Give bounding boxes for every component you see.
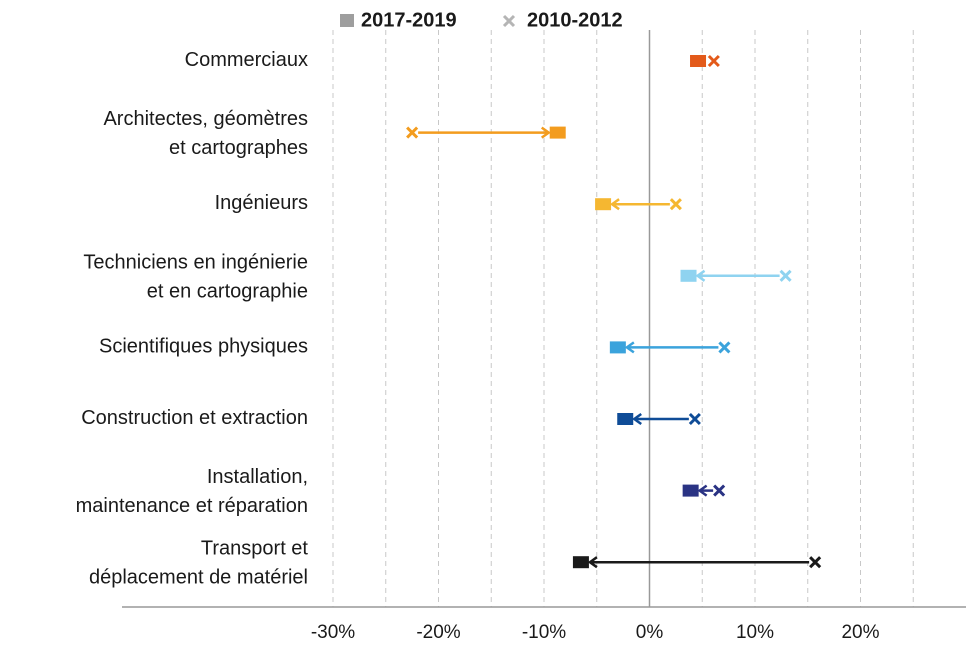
- marker-2017-2019: [682, 484, 699, 497]
- category-line: maintenance et réparation: [76, 495, 308, 517]
- category-line: Transport et: [201, 538, 309, 560]
- marker-2010-2012: [669, 198, 682, 211]
- category-line: déplacement de matériel: [89, 567, 308, 589]
- x-tick-label: -20%: [416, 622, 460, 643]
- marker-2017-2019: [572, 556, 589, 569]
- change-arrow: [418, 126, 551, 139]
- marker-2017-2019: [595, 198, 612, 211]
- legend-x: [502, 14, 516, 28]
- category-label: Ingénieurs: [215, 192, 308, 214]
- category-line: et en cartographie: [147, 281, 308, 303]
- arrow-head: [697, 484, 708, 497]
- arrow-head: [587, 556, 598, 569]
- category-line: Architectes, géomètres: [103, 108, 308, 130]
- marker-2010-2012: [707, 54, 720, 68]
- x-tick-label: 20%: [841, 622, 879, 643]
- category-label: Construction et extraction: [81, 407, 308, 429]
- legend-label: 2017-2019: [361, 9, 457, 31]
- arrow-head: [609, 198, 620, 211]
- change-arrow: [609, 198, 670, 211]
- marker-2010-2012: [718, 341, 731, 354]
- category-line: Scientifiques physiques: [99, 336, 308, 358]
- category-label: Installation, maintenance et réparation: [76, 466, 308, 517]
- legend-label: 2010-2012: [527, 9, 623, 31]
- marker-2010-2012: [809, 556, 822, 569]
- legend-swatch: [502, 14, 516, 28]
- change-arrow: [624, 341, 719, 354]
- marker-2010-2012: [688, 412, 701, 426]
- change-arrow: [695, 269, 780, 282]
- arrow-head: [695, 269, 706, 282]
- category-line: et cartographes: [169, 137, 308, 159]
- arrow-head: [624, 341, 635, 354]
- marker-2017-2019: [680, 269, 697, 282]
- change-arrow: [587, 556, 810, 569]
- marker-2017-2019: [549, 126, 566, 139]
- change-arrow: [632, 412, 689, 426]
- category-label: Techniciens en ingénierie et en cartograp…: [83, 252, 308, 303]
- arrow-head: [540, 126, 551, 139]
- legend-swatch: [340, 14, 354, 27]
- arrow-head: [632, 412, 642, 426]
- category-line: Ingénieurs: [215, 192, 308, 214]
- marker-2010-2012: [406, 126, 419, 139]
- category-line: Techniciens en ingénierie: [83, 252, 308, 274]
- x-tick-label: 0%: [636, 622, 664, 643]
- marker-2017-2019: [690, 55, 707, 67]
- category-label: Architectes, géomètres et cartographes: [103, 108, 308, 159]
- category-label: Commerciaux: [185, 49, 308, 71]
- x-tick-label: -10%: [522, 622, 566, 643]
- marker-2010-2012: [779, 269, 792, 282]
- category-label: Scientifiques physiques: [99, 336, 308, 358]
- marker-2010-2012: [713, 484, 726, 497]
- category-label: Transport et déplacement de matériel: [89, 538, 308, 589]
- category-line: Commerciaux: [185, 49, 308, 71]
- change-arrow: [697, 484, 714, 497]
- category-line: Construction et extraction: [81, 407, 308, 429]
- marker-2017-2019: [617, 413, 634, 425]
- x-tick-label: -30%: [311, 622, 355, 643]
- marker-2017-2019: [609, 341, 626, 354]
- x-tick-label: 10%: [736, 622, 774, 643]
- category-line: Installation,: [207, 466, 308, 488]
